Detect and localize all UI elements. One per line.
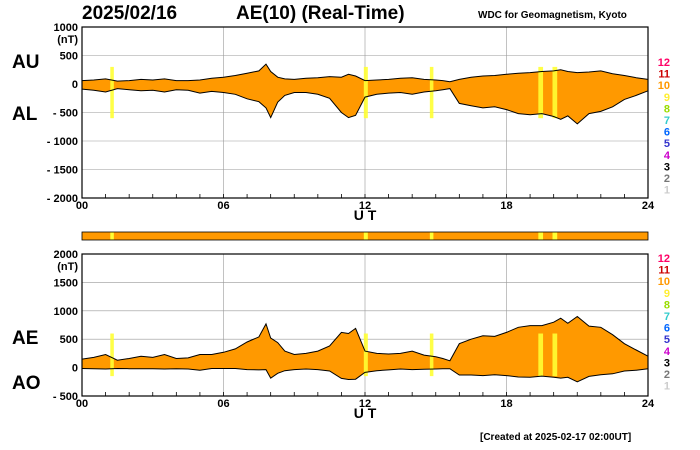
institution-label: WDC for Geomagnetism, Kyoto bbox=[478, 10, 627, 21]
status-strip-highlight bbox=[538, 232, 544, 240]
series-line-AL bbox=[81, 88, 649, 125]
highlight-band bbox=[429, 333, 434, 377]
x-tick-label: 12 bbox=[359, 200, 371, 212]
status-strip-highlight bbox=[110, 232, 114, 240]
x-tick-label: 24 bbox=[642, 200, 655, 212]
station-count-label: 4 bbox=[664, 150, 671, 162]
station-count-label: 10 bbox=[658, 276, 670, 288]
status-strip-highlight bbox=[552, 232, 558, 240]
station-count-label: 9 bbox=[664, 92, 670, 104]
station-count-label: 3 bbox=[664, 161, 670, 173]
station-count-label: 2 bbox=[664, 173, 670, 185]
highlight-band bbox=[363, 66, 368, 119]
ae-label: AE bbox=[12, 328, 39, 349]
station-count-label: 11 bbox=[658, 265, 670, 277]
y-tick-label: 0 bbox=[72, 79, 78, 91]
x-axis-label: U T bbox=[354, 207, 377, 223]
y-tick-label: 500 bbox=[60, 334, 78, 346]
x-tick-label: 12 bbox=[359, 398, 371, 410]
highlight-band bbox=[429, 66, 434, 119]
x-tick-label: 06 bbox=[217, 200, 229, 212]
station-count-label: 6 bbox=[664, 323, 670, 335]
station-count-label: 4 bbox=[664, 346, 671, 358]
y-tick-label: 500 bbox=[60, 51, 78, 63]
status-strip-highlight bbox=[429, 232, 434, 240]
unit-label: (nT) bbox=[57, 34, 78, 46]
highlight-band bbox=[538, 66, 544, 119]
y-tick-label: - 500 bbox=[53, 108, 78, 120]
x-tick-label: 00 bbox=[76, 200, 88, 212]
y-tick-label: 1000 bbox=[54, 306, 78, 318]
station-count-label: 5 bbox=[664, 334, 670, 346]
chart-title: AE(10) (Real-Time) bbox=[236, 3, 405, 24]
plot-frame-1 bbox=[81, 253, 649, 397]
y-tick-label: - 500 bbox=[53, 391, 78, 403]
y-tick-label: 0 bbox=[72, 363, 78, 375]
highlight-band bbox=[552, 333, 558, 377]
plot-frame-0 bbox=[81, 26, 649, 199]
status-strip-highlight bbox=[363, 232, 368, 240]
station-count-label: 7 bbox=[664, 311, 670, 323]
x-tick-label: 06 bbox=[217, 398, 229, 410]
highlight-band bbox=[363, 333, 368, 377]
x-tick-label: 24 bbox=[642, 398, 655, 410]
y-tick-label: - 1000 bbox=[47, 136, 78, 148]
x-tick-label: 18 bbox=[500, 200, 512, 212]
y-tick-label: 2000 bbox=[54, 249, 78, 261]
highlight-band bbox=[552, 66, 558, 119]
station-count-label: 7 bbox=[664, 115, 670, 127]
au-label: AU bbox=[12, 52, 40, 73]
station-count-label: 2 bbox=[664, 369, 670, 381]
station-count-label: 8 bbox=[664, 299, 670, 311]
x-tick-label: 00 bbox=[76, 398, 88, 410]
station-count-label: 1 bbox=[664, 185, 670, 197]
station-count-label: 9 bbox=[664, 288, 670, 300]
unit-label: (nT) bbox=[57, 261, 78, 273]
y-tick-label: - 2000 bbox=[47, 193, 78, 205]
station-count-label: 12 bbox=[658, 57, 670, 69]
station-count-label: 3 bbox=[664, 357, 670, 369]
series-line-AO bbox=[81, 367, 649, 383]
ao-label: AO bbox=[12, 373, 41, 394]
x-tick-label: 18 bbox=[500, 398, 512, 410]
station-count-label: 12 bbox=[658, 253, 670, 265]
date-title: 2025/02/16 bbox=[82, 3, 178, 24]
y-tick-label: - 1500 bbox=[47, 165, 78, 177]
highlight-band bbox=[110, 66, 114, 119]
highlight-band bbox=[538, 333, 544, 377]
station-count-label: 10 bbox=[658, 80, 670, 92]
y-tick-label: 1500 bbox=[54, 277, 78, 289]
y-tick-label: 1000 bbox=[54, 22, 78, 34]
station-count-label: 6 bbox=[664, 127, 670, 139]
station-count-label: 8 bbox=[664, 103, 670, 115]
station-count-label: 5 bbox=[664, 138, 670, 150]
highlight-band bbox=[110, 333, 114, 377]
created-timestamp: [Created at 2025-02-17 02:00UT] bbox=[480, 432, 632, 443]
series-line-AE bbox=[81, 315, 649, 362]
series-line-AU bbox=[81, 63, 649, 83]
station-count-label: 1 bbox=[664, 381, 670, 393]
station-count-label: 11 bbox=[658, 69, 670, 81]
x-axis-label: U T bbox=[354, 405, 377, 421]
al-label: AL bbox=[12, 104, 38, 125]
